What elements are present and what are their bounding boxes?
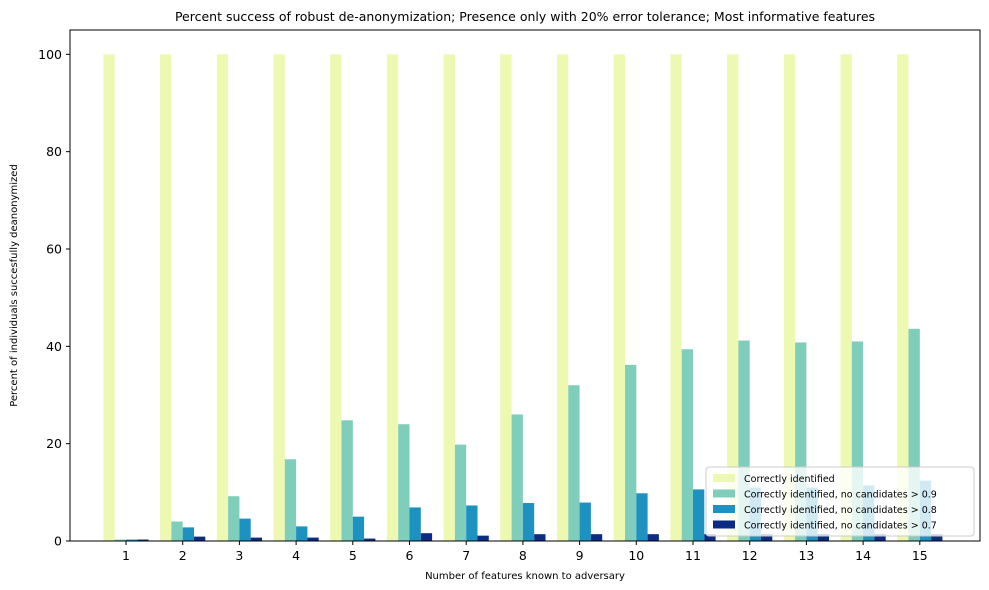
bar-1-3: [216, 54, 229, 541]
bar-1-1: [103, 54, 115, 541]
bar-4-4: [307, 537, 319, 541]
legend-swatch: [713, 520, 735, 529]
x-axis-label: Number of features known to adversary: [425, 571, 625, 582]
x-tick-label: 6: [406, 548, 414, 563]
bar-4-5: [364, 538, 376, 541]
y-tick-label: 100: [38, 47, 62, 62]
bar-4-6: [420, 533, 433, 541]
x-tick-label: 12: [742, 548, 758, 563]
y-tick-label: 40: [46, 339, 62, 354]
y-tick-label: 0: [54, 534, 62, 549]
bar-2-4: [284, 459, 297, 541]
bar-1-10: [613, 54, 625, 541]
bar-2-7: [454, 444, 467, 541]
x-tick-label: 9: [576, 548, 584, 563]
bar-2-14: [851, 341, 864, 541]
bar-2-6: [398, 424, 410, 541]
legend-label: Correctly identified, no candidates > 0.…: [744, 490, 937, 501]
legend: Correctly identified Correctly identified…: [705, 466, 975, 537]
legend-label: Correctly identified: [744, 474, 835, 485]
bar-1-14: [840, 54, 852, 541]
bar-1-12: [727, 54, 739, 541]
bar-3-8: [522, 503, 535, 541]
bar-2-10: [625, 364, 637, 541]
bar-2-5: [341, 420, 353, 541]
bar-1-9: [557, 54, 569, 541]
bar-3-7: [466, 505, 478, 541]
bar-4-10: [647, 534, 659, 541]
chart-title: Percent success of robust de-anonymizati…: [175, 9, 875, 24]
bar-2-11: [681, 349, 693, 541]
bar-1-8: [500, 54, 512, 541]
bar-1-4: [273, 54, 285, 541]
bar-3-3: [239, 518, 251, 541]
plot-frame: [69, 29, 981, 542]
bar-1-2: [160, 54, 172, 541]
legend-swatch: [713, 489, 735, 498]
bar-4-3: [250, 537, 262, 541]
bar-3-5: [352, 516, 365, 541]
bar-3-6: [409, 507, 421, 541]
y-axis-label: Percent of individuals succesfully deano…: [9, 164, 20, 407]
x-tick-label: 7: [462, 548, 470, 563]
x-tick-label: 3: [235, 548, 243, 563]
bar-1-7: [443, 54, 455, 541]
bar-2-9: [568, 385, 580, 541]
x-tick-label: 10: [628, 548, 644, 563]
bar-4-7: [477, 535, 489, 541]
bar-2-3: [228, 496, 240, 541]
legend-swatch: [713, 505, 735, 513]
y-axis: 0 20 40 60 80 100: [38, 47, 70, 549]
x-tick-label: 11: [685, 548, 701, 563]
x-tick-label: 4: [292, 548, 300, 563]
bar-4-12: [761, 534, 773, 541]
bar-3-1: [126, 539, 138, 541]
y-tick-label: 80: [46, 144, 62, 159]
bar-4-14: [874, 534, 886, 541]
legend-box: [705, 466, 975, 537]
bar-3-2: [182, 527, 194, 541]
legend-label: Correctly identified, no candidates > 0.…: [744, 505, 937, 516]
x-axis: 1 2 3 4 5 6 7 8 9 10 11 12 13 14 15: [122, 541, 928, 563]
x-tick-label: 5: [349, 548, 357, 563]
y-tick-label: 60: [46, 242, 62, 257]
bar-2-13: [795, 342, 807, 541]
bar-2-8: [511, 414, 523, 541]
bar-3-11: [693, 489, 705, 541]
bar-4-1: [137, 539, 149, 541]
bar-4-11: [704, 534, 716, 541]
x-tick-label: 8: [519, 548, 527, 563]
bar-2-1: [114, 539, 126, 541]
bar-1-6: [386, 54, 399, 541]
x-tick-label: 13: [798, 548, 814, 563]
x-tick-label: 14: [855, 548, 871, 563]
y-tick-label: 20: [46, 436, 62, 451]
bar-1-15: [897, 54, 909, 541]
legend-swatch: [713, 474, 735, 482]
x-tick-label: 2: [179, 548, 187, 563]
bar-2-12: [738, 340, 750, 541]
bar-4-2: [194, 536, 206, 541]
x-tick-label: 15: [912, 548, 928, 563]
bar-2-15: [908, 328, 920, 541]
bar-4-8: [534, 534, 546, 541]
bar-3-10: [636, 493, 648, 541]
bar-3-9: [579, 502, 591, 541]
x-tick-label: 1: [122, 548, 130, 563]
bar-1-13: [783, 54, 796, 541]
bar-4-15: [931, 534, 943, 541]
bar-4-13: [817, 534, 829, 541]
bar-4-9: [590, 534, 603, 541]
bar-1-5: [330, 54, 342, 541]
legend-label: Correctly identified, no candidates > 0.…: [744, 521, 937, 532]
bar-2-2: [171, 521, 183, 541]
bar-3-4: [296, 526, 308, 541]
bar-1-11: [670, 54, 682, 541]
